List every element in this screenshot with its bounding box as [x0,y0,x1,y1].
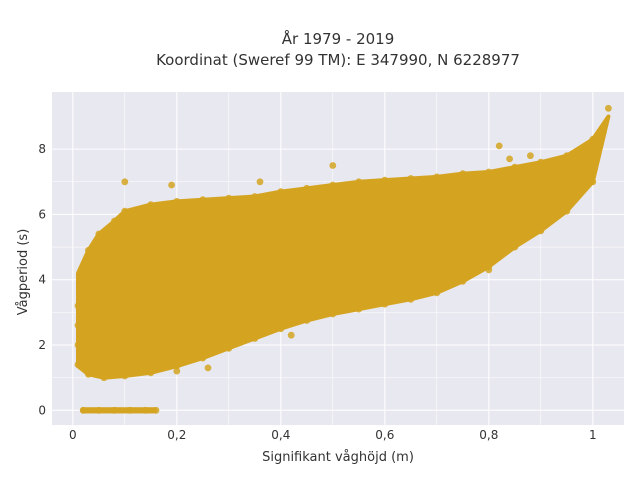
data-point [495,142,503,150]
data-point [329,243,337,251]
x-axis-title: Signifikant våghöjd (m) [262,450,414,465]
data-point [563,152,571,160]
data-points [74,104,612,414]
data-point [563,178,571,186]
data-point [407,175,415,182]
data-point [355,178,363,186]
data-point [121,207,129,215]
data-point [303,184,311,192]
data-point [433,173,441,181]
data-point [537,158,545,166]
data-point [433,289,441,297]
data-point [225,194,233,202]
x-tick-label: 0 [69,428,77,442]
data-point [256,178,264,186]
data-point [121,372,129,380]
data-point [95,325,103,333]
data-point [74,322,82,329]
chart-title-line-1: År 1979 - 2019 [282,29,395,48]
data-point [511,243,519,251]
data-point [74,341,82,349]
data-point [147,369,155,377]
data-point [511,163,519,171]
y-tick-label: 6 [38,207,46,221]
data-point [381,233,389,241]
data-point [563,207,571,215]
data-point [277,325,285,333]
data-point [95,230,103,238]
data-point [355,305,363,313]
data-point [381,178,389,186]
data-point [329,310,337,318]
x-tick-label: 0,8 [479,428,498,442]
data-point [121,292,129,300]
data-point [589,135,597,143]
data-point [251,335,259,342]
data-point [599,129,607,137]
x-tick-label: 0,4 [271,428,290,442]
data-point [79,282,87,290]
data-point [329,162,337,169]
data-point [151,407,158,414]
data-point [100,374,108,382]
data-point [147,309,155,316]
data-point [537,194,545,202]
data-point [173,362,181,370]
data-point [74,302,82,310]
y-axis-title: Vågperiod (s) [16,229,31,316]
data-point [147,201,155,209]
data-point [485,211,493,218]
data-point [589,178,597,186]
x-tick-label: 0,2 [167,428,186,442]
y-tick-label: 4 [38,273,46,287]
data-point [459,278,467,285]
data-point [506,155,513,163]
data-point [537,227,545,235]
data-point [527,152,534,160]
data-point [329,181,337,189]
y-axis-ticks: 0 2 4 6 8 [38,142,46,417]
data-point [168,181,176,189]
x-tick-label: 1 [589,428,597,442]
data-point [381,300,389,308]
data-point [485,266,493,274]
data-point [277,188,285,196]
data-point [485,168,493,176]
data-point [173,276,181,284]
y-tick-label: 0 [38,403,46,417]
x-tick-label: 0,6 [375,428,394,442]
data-point [605,104,612,112]
data-point [277,250,285,257]
data-point [287,331,295,339]
y-tick-label: 8 [38,142,46,156]
data-point [225,344,233,352]
chart-title-line-2: Koordinat (Sweref 99 TM): E 347990, N 62… [156,51,520,69]
data-point [225,260,233,267]
data-point [199,354,207,362]
data-point [173,198,181,205]
y-tick-label: 2 [38,338,46,352]
data-point [74,361,82,368]
data-point [111,217,118,225]
data-point [433,224,441,231]
data-point [79,269,87,277]
data-point [173,367,181,375]
data-point [303,317,311,324]
x-axis-ticks: 0 0,2 0,4 0,6 0,8 1 [69,428,597,442]
data-point [459,170,467,178]
data-point [85,371,92,378]
data-point [407,295,415,303]
chart-title: År 1979 - 2019 Koordinat (Sweref 99 TM):… [156,29,520,69]
data-point [199,196,207,204]
data-point [85,246,92,254]
data-point [121,178,129,186]
data-point [251,193,259,200]
data-point [204,364,212,372]
